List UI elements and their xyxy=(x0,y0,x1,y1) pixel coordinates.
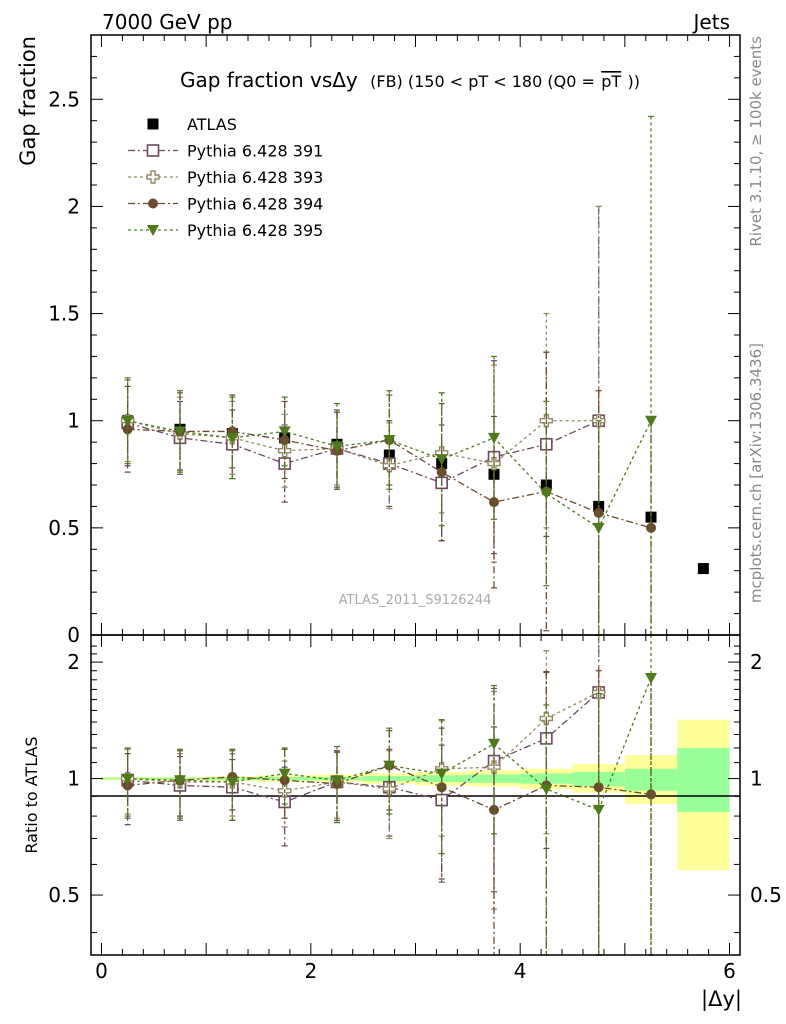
main-point-pythia-6-428-395 xyxy=(645,415,658,427)
ratio-point-pythia-6-428-394 xyxy=(646,789,657,800)
ratio-point-pythia-6-428-395 xyxy=(278,768,291,780)
ratio-point-pythia-6-428-395 xyxy=(645,672,658,684)
legend-marker-pythia-6-428-391 xyxy=(146,144,160,157)
ratio-y-axis-label: Ratio to ATLAS xyxy=(22,736,41,853)
main-series-atlas xyxy=(122,415,709,575)
main-y-tick-label: 0.5 xyxy=(48,516,80,540)
legend-label: Pythia 6.428 395 xyxy=(187,221,323,240)
main-point-pythia-6-428-395 xyxy=(540,488,553,500)
main-point-pythia-6-428-395 xyxy=(330,441,343,453)
x-axis-label: |Δy| xyxy=(701,987,742,1012)
legend: ATLAS Pythia 6.428 391 Pythia 6.428 393 Pyt… xyxy=(128,115,323,240)
ratio-line-pythia-6-428-393 xyxy=(127,691,599,792)
legend-label: Pythia 6.428 393 xyxy=(187,168,323,187)
main-y-tick-label: 1.5 xyxy=(48,302,80,326)
ratio-data-marks xyxy=(120,634,658,956)
legend-marker-atlas xyxy=(147,118,159,130)
main-line-pythia-6-428-393 xyxy=(127,420,599,467)
main-data-marks xyxy=(120,115,709,636)
ratio-panel: 0 2 4 6 0.5 0.5 1 1 2 2 Ratio to ATLAS |Δy| xyxy=(22,634,782,1012)
ratio-y-tick-label-left: 1 xyxy=(67,767,80,791)
ratio-band-inner xyxy=(677,747,730,812)
ratio-y-tick-label-right: 0.5 xyxy=(750,883,782,907)
chart-title-overline: pT xyxy=(601,72,621,91)
ratio-point-pythia-6-428-395 xyxy=(226,776,239,788)
main-point-pythia-6-428-394 xyxy=(646,522,657,533)
chart-title-end: )) xyxy=(628,72,640,91)
x-tick-label: 4 xyxy=(514,959,527,983)
legend-marker-pythia-6-428-393 xyxy=(146,170,160,184)
main-series-pythia-6-428-393 xyxy=(120,205,606,636)
ratio-line-pythia-6-428-391 xyxy=(127,691,600,803)
legend-marker-pythia-6-428-395 xyxy=(147,225,159,236)
legend-entry-pythia-6-428-395: Pythia 6.428 395 xyxy=(128,221,323,240)
main-y-tick-label: 0 xyxy=(67,623,80,647)
main-point-pythia-6-428-395 xyxy=(592,522,605,534)
main-point-pythia-6-428-395 xyxy=(435,454,448,466)
main-point-atlas xyxy=(540,479,552,491)
ratio-series-pythia-6-428-391 xyxy=(121,634,605,956)
main-y-axis-label: Gap fraction xyxy=(16,36,40,166)
ratio-series-pythia-6-428-395 xyxy=(121,634,658,956)
legend-marker-pythia-6-428-394 xyxy=(148,198,158,209)
legend-label: ATLAS xyxy=(187,115,237,134)
legend-entry-pythia-6-428-393: Pythia 6.428 393 xyxy=(128,168,323,187)
legend-label: Pythia 6.428 391 xyxy=(187,142,323,161)
mcplots-label: mcplots.cern.ch [arXiv:1306.3436] xyxy=(747,343,765,603)
main-point-pythia-6-428-395 xyxy=(383,435,396,446)
ratio-point-pythia-6-428-395 xyxy=(488,738,501,750)
ratio-point-pythia-6-428-395 xyxy=(540,783,553,795)
main-y-tick-label: 1 xyxy=(67,409,80,433)
main-series-pythia-6-428-391 xyxy=(121,205,605,636)
ratio-series-pythia-6-428-393 xyxy=(120,634,606,956)
main-y-tick-label: 2.5 xyxy=(48,87,80,111)
x-tick-label: 0 xyxy=(95,959,108,983)
x-tick-label: 6 xyxy=(723,959,736,983)
energy-label: 7000 GeV pp xyxy=(102,10,233,34)
x-tick-label: 2 xyxy=(304,959,317,983)
main-point-atlas xyxy=(697,563,709,575)
ratio-point-pythia-6-428-395 xyxy=(173,775,186,787)
ratio-point-pythia-6-428-394 xyxy=(489,804,500,815)
chart-title-main: Gap fraction vsΔy xyxy=(180,68,358,92)
legend-label: Pythia 6.428 394 xyxy=(187,195,323,214)
ratio-point-pythia-6-428-394 xyxy=(593,782,604,793)
ratio-point-pythia-6-428-395 xyxy=(435,768,448,780)
main-line-pythia-6-428-391 xyxy=(127,420,599,484)
main-axis-ticks: 0 0.5 1 1.5 2 2.5 xyxy=(48,34,740,647)
ratio-y-tick-label-right: 1 xyxy=(750,767,763,791)
main-point-pythia-6-428-395 xyxy=(488,432,501,444)
ratio-point-pythia-6-428-395 xyxy=(383,760,396,772)
rivet-label: Rivet 3.1.10, ≥ 100k events xyxy=(747,36,765,247)
main-panel: 0 0.5 1 1.5 2 2.5 Gap fraction Gap fraction v… xyxy=(16,34,741,647)
legend-entry-pythia-6-428-394: Pythia 6.428 394 xyxy=(128,195,323,214)
chart-title-sub: (FB) (150 < pT < 180 (Q0 = xyxy=(370,72,595,91)
ratio-y-tick-label-right: 2 xyxy=(750,650,763,674)
analysis-label: ATLAS_2011_S9126244 xyxy=(339,593,492,608)
ratio-point-pythia-6-428-395 xyxy=(121,773,134,785)
main-series-pythia-6-428-395 xyxy=(121,115,658,636)
ratio-y-tick-label-left: 0.5 xyxy=(48,883,80,907)
legend-entry-pythia-6-428-391: Pythia 6.428 391 xyxy=(128,142,323,161)
main-y-tick-label: 2 xyxy=(67,194,80,218)
ratio-axis-ticks: 0 2 4 6 0.5 0.5 1 1 2 2 xyxy=(48,635,782,983)
chart-title: Gap fraction vsΔy (FB) (150 < pT < 180 (… xyxy=(180,68,640,92)
process-label: Jets xyxy=(692,10,730,34)
main-point-pythia-6-428-394 xyxy=(122,424,133,435)
legend-entry-atlas: ATLAS xyxy=(147,115,237,134)
main-point-pythia-6-428-395 xyxy=(278,426,291,438)
ratio-point-pythia-6-428-395 xyxy=(330,775,343,787)
main-point-pythia-6-428-395 xyxy=(226,432,239,444)
main-point-pythia-6-428-395 xyxy=(173,426,186,438)
ratio-uncertainty-bands xyxy=(101,719,730,871)
ratio-point-pythia-6-428-395 xyxy=(592,804,605,816)
ratio-y-tick-label-left: 2 xyxy=(67,650,80,674)
main-point-pythia-6-428-395 xyxy=(121,415,134,427)
